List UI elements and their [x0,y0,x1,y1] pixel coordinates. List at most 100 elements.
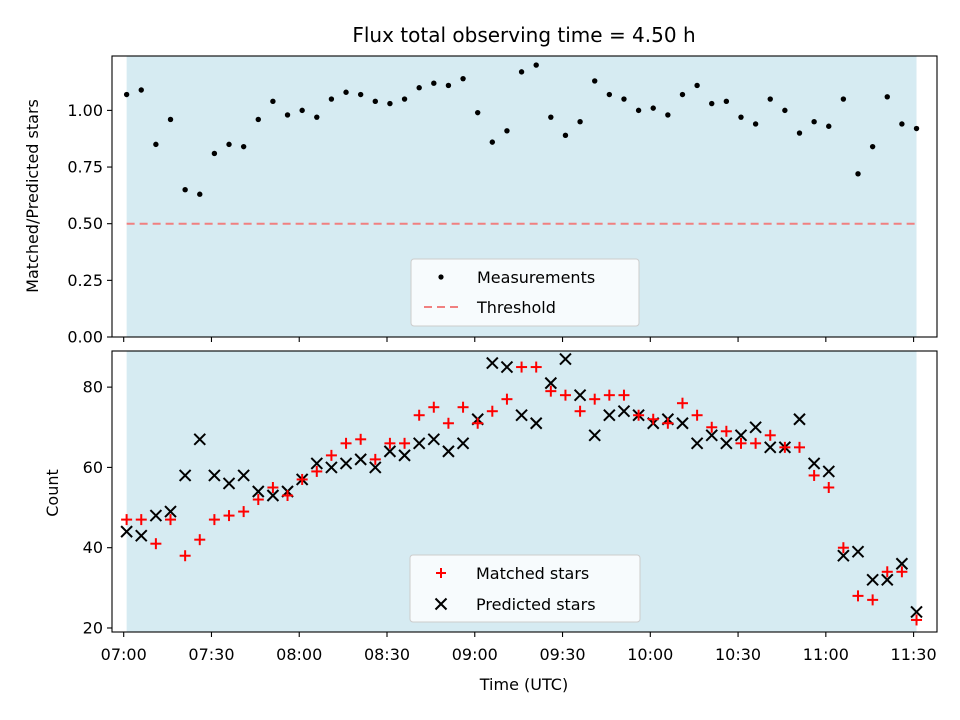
bottom-axes-frame [111,350,938,633]
measurement-point [328,96,335,102]
matched-star-point [779,441,791,453]
y-tick-label: 0.25 [67,271,103,290]
measurement-point [299,107,305,114]
top-legend-box [410,258,640,327]
x-tick-label: 11:30 [891,645,937,664]
predicted-star-point [500,360,514,374]
predicted-star-point [149,509,163,522]
measurement-point [182,187,188,193]
predicted-star-point [412,437,426,450]
measurement-point [592,78,598,84]
matched-star-point [691,409,703,421]
measurement-point [460,75,466,82]
matched-star-point [545,385,557,397]
matched-star-point [794,441,805,453]
measurement-point [913,125,920,132]
measurement-point [197,191,203,197]
matched-star-point [179,550,191,562]
matched-star-point [208,514,220,526]
measurement-point [431,80,437,86]
y-tick-label: 80 [83,378,103,397]
bottom-legend: Matched stars Predicted stars [409,554,641,623]
legend-matched-label: Matched stars [476,564,589,583]
matched-star-point [325,449,337,461]
matched-star-point [384,437,396,449]
matched-star-point [589,393,601,405]
matched-star-point [296,473,308,485]
predicted-star-point [120,525,133,538]
matched-star-point [238,506,250,518]
predicted-star-point [325,461,338,474]
measurement-point [445,82,452,89]
predicted-star-point [793,413,806,426]
measurement-point [562,132,569,139]
matched-star-point [252,494,264,506]
bottom-panel: 20 40 60 80 07:00 07:30 08:00 08:30 09:00 09:30 1… [43,350,938,694]
matched-star-point [676,397,688,409]
matched-star-point [413,409,425,421]
matched-star-point [355,433,367,445]
measurement-point [606,91,613,98]
predicted-star-point [398,449,411,462]
matched-star-point [720,425,732,437]
measurement-point [343,89,349,95]
bottom-x-ticks: 07:00 07:30 08:00 08:30 09:00 09:30 10:00 10:30… [101,632,937,664]
predicted-star-point [690,437,704,450]
predicted-star-point [529,417,543,430]
matched-star-point [603,389,615,401]
measurement-point [840,96,847,102]
predicted-star-point [749,421,762,434]
measurement-point [533,62,539,68]
chart-title: Flux total observing time = 4.50 h [352,23,695,47]
measurement-point [387,100,393,107]
x-tick-label: 09:00 [452,645,498,664]
measurement-point [826,123,832,129]
predicted-star-point [588,429,601,442]
measurement-point [357,91,364,98]
measurement-point [650,105,656,111]
measurement-point [796,130,803,136]
predicted-star-point [734,429,748,442]
x-tick-label: 07:30 [188,645,234,664]
predicted-stars-points [120,352,923,619]
measurement-point [270,98,276,105]
measurement-point [855,171,861,177]
predicted-star-point [222,477,236,490]
matched-star-point [662,417,674,429]
measurement-point [211,150,218,157]
measurement-point [504,128,510,134]
matched-star-point [150,538,162,550]
measurement-point [548,114,554,120]
y-tick-label: 20 [83,618,103,637]
measurement-point [226,141,232,148]
x-tick-label: 11:00 [803,645,849,664]
measurement-point [138,87,144,93]
measurement-point [635,107,642,114]
predicted-star-point [515,409,528,422]
measurement-point [240,143,247,150]
predicted-star-point [164,505,177,518]
matched-star-point [574,405,586,417]
x-tick-label: 08:00 [276,645,322,664]
matched-star-point [881,566,893,578]
matched-star-point [501,393,513,405]
predicted-star-point [442,445,455,458]
matched-star-point [867,594,879,606]
matched-star-point [340,437,352,449]
predicted-star-point [310,457,323,470]
predicted-star-point [676,417,689,430]
measurement-point [416,85,422,91]
matched-star-point [618,389,630,401]
top-panel: 0.00 0.25 0.50 0.75 1.00 Matched/Predicted s… [23,55,938,347]
predicted-star-point [895,557,909,570]
matched-star-point [750,437,762,449]
measurement-point [869,143,876,150]
measurement-point [811,119,817,125]
measurement-point [709,100,715,107]
y-tick-label: 1.00 [67,101,103,120]
measurement-point [372,98,378,105]
matched-star-point [194,534,206,546]
measurement-point [884,94,890,100]
predicted-star-point [603,409,616,422]
legend-predicted-marker [434,597,448,611]
